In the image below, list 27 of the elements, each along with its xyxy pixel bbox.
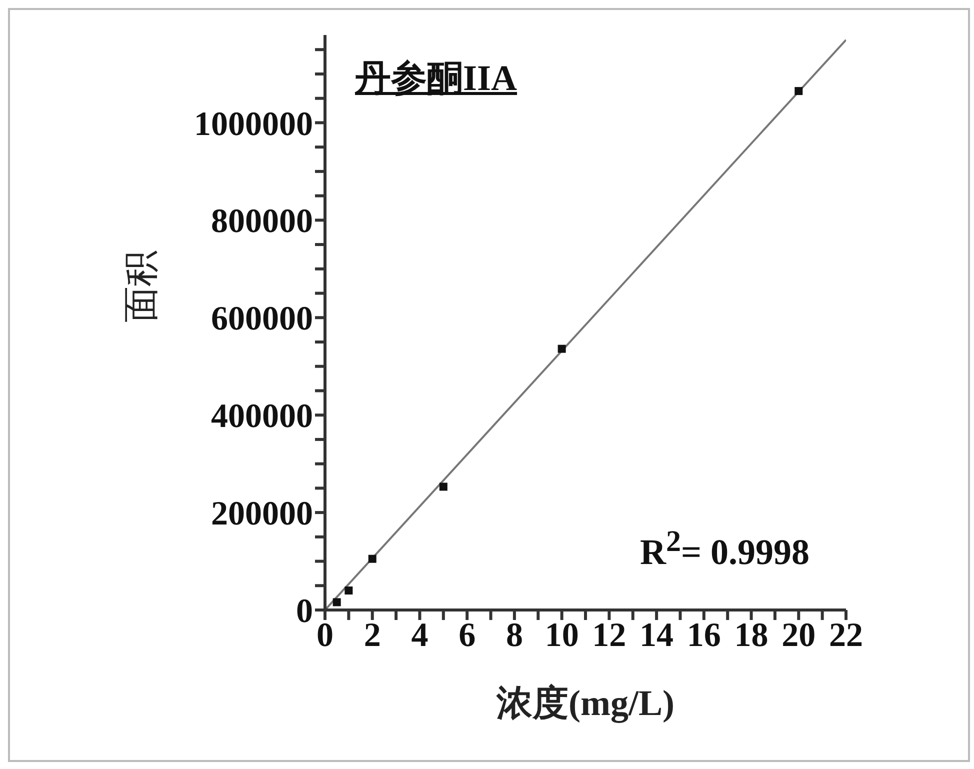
x-tick-label: 14 [640,617,674,654]
x-tick-label: 22 [829,617,863,654]
x-tick-label: 20 [782,617,816,654]
annotation: R$^{2}$= 0.9998 [640,525,810,572]
x-tick-label: 2 [364,617,381,654]
y-axis-title: 面积 [120,250,161,322]
x-tick-label: 16 [686,617,721,654]
x-axis-title: 浓度(mg/L) [496,683,674,723]
y-tick-label: 800000 [211,203,313,240]
y-tick-label: 0 [296,593,313,630]
y-tick-label: 1000000 [194,106,313,143]
x-tick-label: 12 [592,617,626,654]
point [558,344,566,353]
x-tick-label: 10 [544,617,579,654]
y-tick-label: 600000 [211,300,313,338]
point [439,482,448,491]
x-tick-label: 6 [458,617,476,654]
y-tick-label: 400000 [211,398,313,436]
text: 丹参酮IIA [355,57,518,100]
y-tick-label: 200000 [211,496,313,533]
point [344,586,353,595]
x-tick-label: 8 [506,617,523,654]
point [794,87,803,96]
x-tick-label: 18 [734,617,768,654]
x-tick-label: 4 [411,617,428,654]
point [332,598,341,606]
point [368,554,376,563]
